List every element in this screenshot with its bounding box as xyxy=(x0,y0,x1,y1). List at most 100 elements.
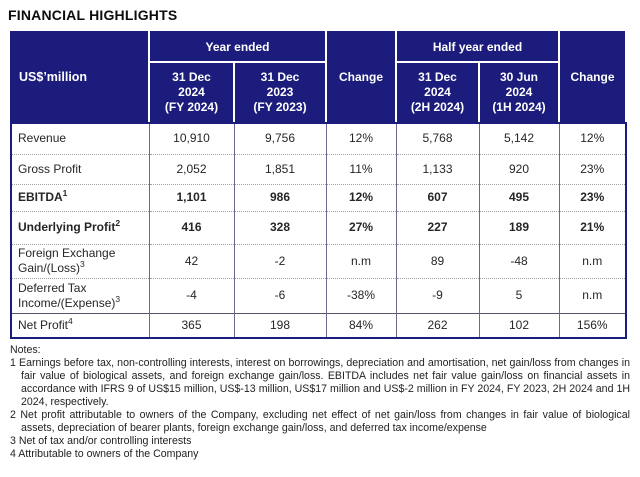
col-header-2h2024: 31 Dec 2024 (2H 2024) xyxy=(396,62,480,124)
footnote-marker: 3 xyxy=(80,259,85,269)
date-line: (FY 2024) xyxy=(164,100,219,114)
date-line: (FY 2023) xyxy=(253,100,307,114)
value-cell: 198 xyxy=(233,312,326,338)
value-cell: 5 xyxy=(478,277,559,313)
footnote-4: 4 Attributable to owners of the Company xyxy=(10,448,630,461)
date-line: 2024 xyxy=(505,85,533,99)
date-line: (1H 2024) xyxy=(492,100,546,114)
value-cell: 9,756 xyxy=(233,122,326,154)
value-cell: 986 xyxy=(233,183,326,211)
footnote-number: 1 xyxy=(10,357,16,369)
footnote-text: Attributable to owners of the Company xyxy=(18,448,199,460)
footnote-number: 4 xyxy=(10,448,16,460)
value-cell: 2,052 xyxy=(148,153,234,184)
date-line: 31 Dec xyxy=(418,70,457,84)
value-cell: 23% xyxy=(558,183,626,211)
value-cell: 920 xyxy=(478,153,559,184)
table-row-gross-profit: Gross Profit 2,052 1,851 11% 1,133 920 2… xyxy=(11,153,626,184)
value-cell: 21% xyxy=(558,210,626,244)
footnote-marker: 3 xyxy=(115,293,121,304)
col-header-fy2023: 31 Dec 2023 (FY 2023) xyxy=(234,62,327,124)
value-cell: 1,101 xyxy=(148,183,234,211)
value-cell: 262 xyxy=(395,312,479,338)
row-label-text: Foreign Exchange Gain/(Loss) xyxy=(18,246,116,275)
row-label: Underlying Profit2 xyxy=(11,210,149,244)
value-cell: n.m xyxy=(558,243,626,278)
value-cell: 328 xyxy=(233,210,326,244)
date-line: 31 Dec xyxy=(260,70,300,84)
value-cell: -6 xyxy=(233,277,326,313)
value-cell: 42 xyxy=(148,243,234,278)
value-cell: 1,133 xyxy=(395,153,479,184)
row-label-text: EBITDA xyxy=(18,190,63,204)
col-header-fy2024: 31 Dec 2024 (FY 2024) xyxy=(149,62,235,124)
value-cell: 189 xyxy=(478,210,559,244)
footnote-text: Earnings before tax, non-controlling int… xyxy=(19,357,630,408)
value-cell: 84% xyxy=(325,312,396,338)
footnote-3: 3 Net of tax and/or controlling interest… xyxy=(10,435,630,448)
value-cell: 10,910 xyxy=(148,122,234,154)
value-cell: 11% xyxy=(325,153,396,184)
value-cell: 23% xyxy=(558,153,626,184)
row-label: Foreign Exchange Gain/(Loss)3 xyxy=(11,243,149,278)
value-cell: -38% xyxy=(325,277,396,313)
footnote-marker: 1 xyxy=(62,188,68,198)
footnote-number: 2 xyxy=(10,409,16,421)
row-label: Revenue xyxy=(11,122,149,154)
year-ended-group-header: Year ended xyxy=(149,32,326,63)
value-cell: 365 xyxy=(148,312,234,338)
footnote-marker: 2 xyxy=(115,218,121,228)
footnote-2: 2 Net profit attributable to owners of t… xyxy=(10,409,630,435)
date-line: 2024 xyxy=(178,85,205,99)
value-cell: 27% xyxy=(325,210,396,244)
value-cell: n.m xyxy=(325,243,396,278)
notes-heading: Notes: xyxy=(10,344,41,356)
row-label: Deferred Tax Income/(Expense)3 xyxy=(11,277,149,313)
value-cell: -9 xyxy=(395,277,479,313)
table-row-net-profit: Net Profit4 365 198 84% 262 102 156% xyxy=(11,312,626,338)
value-cell: 12% xyxy=(558,122,626,154)
value-cell: 89 xyxy=(395,243,479,278)
footnote-marker: 4 xyxy=(68,315,73,326)
footnote-number: 3 xyxy=(10,435,16,447)
footnote-1: 1 Earnings before tax, non-controlling i… xyxy=(10,357,630,409)
table-row-underlying-profit: Underlying Profit2 416 328 27% 227 189 2… xyxy=(11,210,626,244)
row-label: Net Profit4 xyxy=(11,312,149,338)
footnotes-section: Notes: 1 Earnings before tax, non-contro… xyxy=(10,344,630,461)
value-cell: 607 xyxy=(395,183,479,211)
value-cell: -2 xyxy=(233,243,326,278)
value-cell: 12% xyxy=(325,183,396,211)
change-header-year: Change xyxy=(325,32,397,124)
date-line: 31 Dec xyxy=(172,70,211,84)
row-label-text: Gross Profit xyxy=(18,161,82,176)
footnote-text: Net profit attributable to owners of the… xyxy=(20,409,630,434)
row-label: EBITDA1 xyxy=(11,183,149,211)
value-cell: 12% xyxy=(325,122,396,154)
change-header-half: Change xyxy=(558,32,627,124)
date-line: 2024 xyxy=(424,85,451,99)
value-cell: 416 xyxy=(148,210,234,244)
date-line: (2H 2024) xyxy=(410,100,465,114)
value-cell: 5,768 xyxy=(395,122,479,154)
value-cell: 156% xyxy=(558,312,626,338)
footnote-text: Net of tax and/or controlling interests xyxy=(18,435,192,447)
table-row-revenue: Revenue 10,910 9,756 12% 5,768 5,142 12% xyxy=(11,122,626,154)
table-row-deferred-tax: Deferred Tax Income/(Expense)3 -4 -6 -38… xyxy=(11,277,626,313)
row-label: Gross Profit xyxy=(11,153,149,184)
half-year-ended-group-header: Half year ended xyxy=(396,32,559,63)
row-label-text: Revenue xyxy=(18,131,67,146)
table-row-foreign-exchange: Foreign Exchange Gain/(Loss)3 42 -2 n.m … xyxy=(11,243,626,278)
value-cell: -4 xyxy=(148,277,234,313)
row-label-text: Deferred Tax Income/(Expense) xyxy=(18,280,116,310)
value-cell: n.m xyxy=(558,277,626,313)
value-cell: 1,851 xyxy=(233,153,326,184)
date-line: 2023 xyxy=(266,85,294,99)
financial-highlights-table: US$’million Year ended Change Half year … xyxy=(10,31,627,339)
date-line: 30 Jun xyxy=(499,70,538,84)
value-cell: 495 xyxy=(478,183,559,211)
col-header-1h2024: 30 Jun 2024 (1H 2024) xyxy=(479,62,560,124)
value-cell: 102 xyxy=(478,312,559,338)
row-label-text: Net Profit xyxy=(18,317,69,332)
table-row-ebitda: EBITDA1 1,101 986 12% 607 495 23% xyxy=(11,183,626,211)
row-label-text: Underlying Profit xyxy=(18,220,116,234)
